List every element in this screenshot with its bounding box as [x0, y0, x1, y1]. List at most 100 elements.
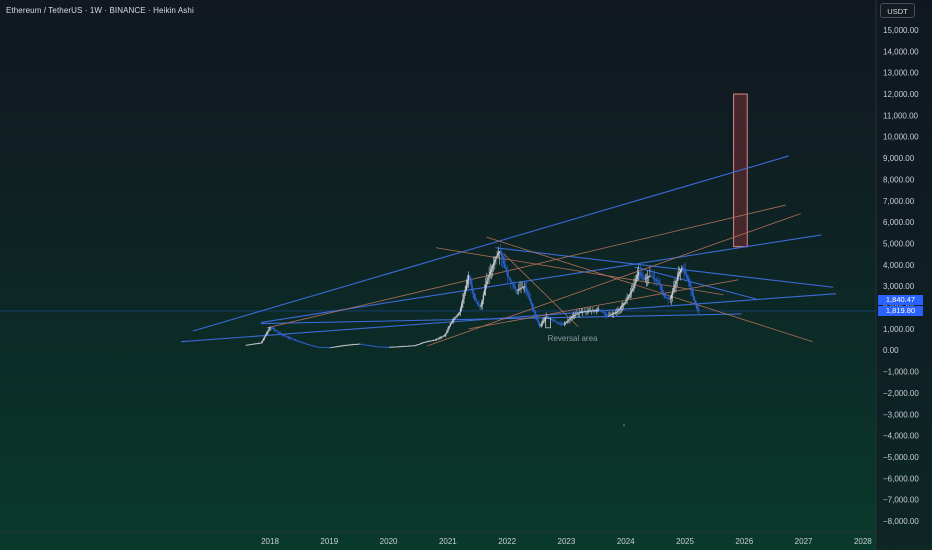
trendline-orange[interactable]: [266, 204, 786, 329]
candle-body: [537, 319, 539, 323]
candle-body: [293, 339, 295, 341]
candle-body: [334, 346, 336, 348]
candle-body: [589, 310, 592, 312]
candle-body: [245, 344, 247, 346]
candle-body: [597, 309, 600, 311]
candle-body: [581, 311, 584, 313]
candle-body: [568, 319, 570, 321]
candle-body: [404, 346, 406, 347]
candle-body: [613, 312, 616, 314]
price-axis-panel[interactable]: [876, 0, 932, 550]
candle-body: [644, 278, 647, 280]
candle-body: [555, 321, 558, 323]
candle-body: [264, 334, 267, 337]
candle-body: [531, 304, 534, 308]
candle-body: [413, 345, 415, 347]
candle-body: [313, 345, 316, 347]
trendline-orange[interactable]: [503, 253, 579, 328]
trendline-blue[interactable]: [634, 266, 757, 300]
candle-body: [348, 344, 350, 346]
x-tick-label: 2023: [558, 537, 576, 546]
candle-body: [261, 340, 263, 343]
trendline-blue[interactable]: [261, 313, 742, 325]
candle-body: [415, 344, 417, 346]
candle-body: [296, 340, 299, 342]
y-tick-label: 5,000.00: [883, 239, 915, 248]
candle-body: [309, 344, 311, 346]
candle-body: [312, 345, 315, 347]
candle-body: [523, 286, 526, 288]
candle-body: [487, 277, 489, 281]
y-tick-label: 4,000.00: [883, 261, 915, 270]
candle-body: [562, 324, 564, 325]
candle-body: [340, 345, 342, 347]
candle-body: [681, 267, 683, 270]
candle-body: [459, 308, 462, 313]
candle-body: [336, 346, 339, 348]
candle-body: [687, 278, 690, 282]
candle-body: [446, 330, 448, 334]
candle-body: [632, 288, 634, 291]
candle-body: [682, 267, 684, 269]
candle-body: [603, 312, 605, 314]
candle-body: [350, 344, 352, 346]
candle-body: [270, 326, 273, 328]
candle-body: [622, 303, 625, 305]
trendline-orange[interactable]: [426, 213, 801, 347]
candle-body: [616, 311, 618, 313]
candle-body: [406, 345, 408, 347]
candle-body: [456, 314, 458, 317]
price-tag-lower: 1,819.80: [878, 306, 923, 316]
trendline-blue[interactable]: [192, 155, 789, 332]
candle-body: [547, 317, 550, 318]
x-tick-label: 2026: [735, 537, 753, 546]
candle-body: [306, 343, 308, 345]
candle-body: [471, 284, 473, 290]
candle-body: [318, 347, 320, 348]
candle-body: [551, 319, 553, 320]
candle-body: [315, 346, 317, 348]
candle-body: [311, 345, 314, 347]
trendline-orange[interactable]: [486, 236, 813, 343]
candle-body: [557, 322, 560, 324]
candle-body: [575, 314, 577, 316]
candle-body: [252, 343, 254, 345]
candle-body: [463, 294, 465, 299]
candle-body: [513, 285, 515, 288]
candle-body: [422, 342, 424, 344]
candle-body: [388, 346, 390, 348]
candle-body: [383, 346, 385, 348]
candle-body: [646, 276, 649, 278]
candle-body: [508, 277, 511, 280]
candle-body: [465, 284, 468, 290]
candle-body: [542, 321, 544, 324]
x-tick-label: 2027: [795, 537, 813, 546]
candle-body: [502, 255, 504, 260]
trendline-blue[interactable]: [261, 234, 822, 324]
candle-body: [385, 346, 388, 348]
candle-body: [308, 344, 310, 346]
candle-body: [247, 344, 250, 346]
candle-body: [530, 301, 533, 305]
candle-body: [454, 317, 456, 319]
trendline-blue[interactable]: [495, 247, 834, 288]
candle-body: [569, 318, 571, 320]
reversal-box[interactable]: [545, 317, 551, 329]
candle-body: [325, 347, 327, 349]
candle-body: [254, 343, 257, 345]
candle-body: [522, 286, 525, 288]
candle-body: [583, 311, 585, 313]
trendline-blue[interactable]: [181, 293, 837, 343]
candle-body: [588, 310, 591, 312]
candle-body: [693, 296, 696, 301]
candle-body: [378, 346, 381, 348]
currency-button[interactable]: USDT: [880, 3, 915, 18]
candle-body: [298, 340, 300, 342]
candle-body: [447, 328, 449, 331]
candle-body: [612, 313, 615, 315]
candle-body: [585, 311, 587, 313]
y-tick-label: −5,000.00: [883, 453, 919, 462]
candle-body: [394, 346, 397, 348]
